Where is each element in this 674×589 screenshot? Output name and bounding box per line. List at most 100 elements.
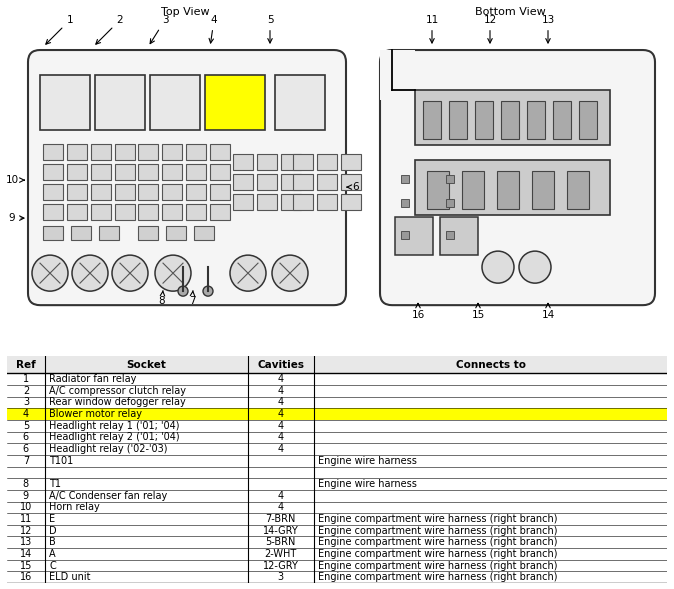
Text: 8: 8 xyxy=(158,290,165,306)
Text: 4: 4 xyxy=(278,421,284,431)
Text: ELD unit: ELD unit xyxy=(49,573,90,583)
Text: 1: 1 xyxy=(23,374,29,384)
Text: Engine compartment wire harness (right branch): Engine compartment wire harness (right b… xyxy=(318,525,557,535)
Text: Engine wire harness: Engine wire harness xyxy=(318,456,417,466)
Text: T1: T1 xyxy=(49,479,61,489)
Bar xyxy=(401,199,409,207)
Bar xyxy=(341,194,361,210)
Bar xyxy=(415,90,610,145)
Bar xyxy=(7,513,667,525)
Bar xyxy=(257,174,277,190)
Bar xyxy=(553,101,571,139)
Text: 4: 4 xyxy=(278,432,284,442)
Bar xyxy=(67,204,87,220)
Text: 14: 14 xyxy=(20,549,32,559)
Text: 4: 4 xyxy=(278,398,284,408)
Text: D: D xyxy=(49,525,57,535)
Bar xyxy=(115,144,135,160)
Text: 7: 7 xyxy=(23,456,29,466)
Text: Blower motor relay: Blower motor relay xyxy=(49,409,142,419)
Text: 6: 6 xyxy=(23,444,29,454)
Text: 14-GRY: 14-GRY xyxy=(263,525,299,535)
Circle shape xyxy=(230,255,266,291)
Bar xyxy=(275,75,325,130)
Circle shape xyxy=(112,255,148,291)
Bar xyxy=(186,164,206,180)
Bar xyxy=(7,478,667,490)
Text: 10: 10 xyxy=(20,502,32,512)
Bar xyxy=(210,144,230,160)
Text: B: B xyxy=(49,537,56,547)
Bar xyxy=(7,502,667,513)
Bar xyxy=(257,154,277,170)
Text: 4: 4 xyxy=(278,444,284,454)
Bar xyxy=(91,204,111,220)
Text: 15: 15 xyxy=(471,303,485,320)
Text: Horn relay: Horn relay xyxy=(49,502,100,512)
Bar xyxy=(210,164,230,180)
Bar xyxy=(281,174,301,190)
Text: 7-BRN: 7-BRN xyxy=(266,514,296,524)
Bar xyxy=(7,490,667,502)
Text: 4: 4 xyxy=(278,502,284,512)
Circle shape xyxy=(203,286,213,296)
Text: C: C xyxy=(49,561,56,571)
Text: 4: 4 xyxy=(23,409,29,419)
Text: A: A xyxy=(49,549,56,559)
Text: 8: 8 xyxy=(23,479,29,489)
Text: 16: 16 xyxy=(411,303,425,320)
Circle shape xyxy=(519,251,551,283)
Bar xyxy=(186,184,206,200)
Bar xyxy=(210,184,230,200)
Text: 3: 3 xyxy=(23,398,29,408)
Text: T101: T101 xyxy=(49,456,73,466)
Bar xyxy=(446,199,454,207)
Circle shape xyxy=(482,251,514,283)
Bar xyxy=(395,217,433,255)
Bar xyxy=(186,144,206,160)
Bar xyxy=(95,75,145,130)
Bar xyxy=(91,164,111,180)
Text: 3: 3 xyxy=(150,15,168,44)
Bar xyxy=(210,204,230,220)
FancyBboxPatch shape xyxy=(380,50,655,305)
Bar xyxy=(7,548,667,560)
Text: Engine compartment wire harness (right branch): Engine compartment wire harness (right b… xyxy=(318,514,557,524)
Bar xyxy=(293,174,313,190)
Text: E: E xyxy=(49,514,55,524)
Bar xyxy=(401,175,409,183)
Text: 6: 6 xyxy=(23,432,29,442)
Bar xyxy=(7,396,667,408)
Text: 12: 12 xyxy=(20,525,32,535)
Bar xyxy=(138,164,158,180)
Bar xyxy=(446,231,454,239)
Text: Engine wire harness: Engine wire harness xyxy=(318,479,417,489)
Text: 2: 2 xyxy=(96,15,123,44)
Text: 3: 3 xyxy=(278,573,284,583)
Bar xyxy=(532,171,554,209)
Bar xyxy=(115,164,135,180)
Bar xyxy=(91,184,111,200)
Bar xyxy=(162,184,182,200)
Bar xyxy=(233,174,253,190)
Bar xyxy=(194,226,214,240)
Circle shape xyxy=(155,255,191,291)
Text: Socket: Socket xyxy=(127,360,166,370)
Text: 6: 6 xyxy=(347,182,359,192)
Text: Top View: Top View xyxy=(160,7,210,17)
Bar xyxy=(7,420,667,432)
Bar xyxy=(501,101,519,139)
Bar xyxy=(401,231,409,239)
Bar xyxy=(317,194,337,210)
Bar xyxy=(427,171,449,209)
Bar xyxy=(7,432,667,444)
Text: 1: 1 xyxy=(46,15,73,44)
Bar xyxy=(162,204,182,220)
Bar xyxy=(40,75,90,130)
Bar xyxy=(138,226,158,240)
Bar xyxy=(7,444,667,455)
Bar xyxy=(281,154,301,170)
Bar xyxy=(138,144,158,160)
Bar xyxy=(579,101,597,139)
Bar xyxy=(233,154,253,170)
